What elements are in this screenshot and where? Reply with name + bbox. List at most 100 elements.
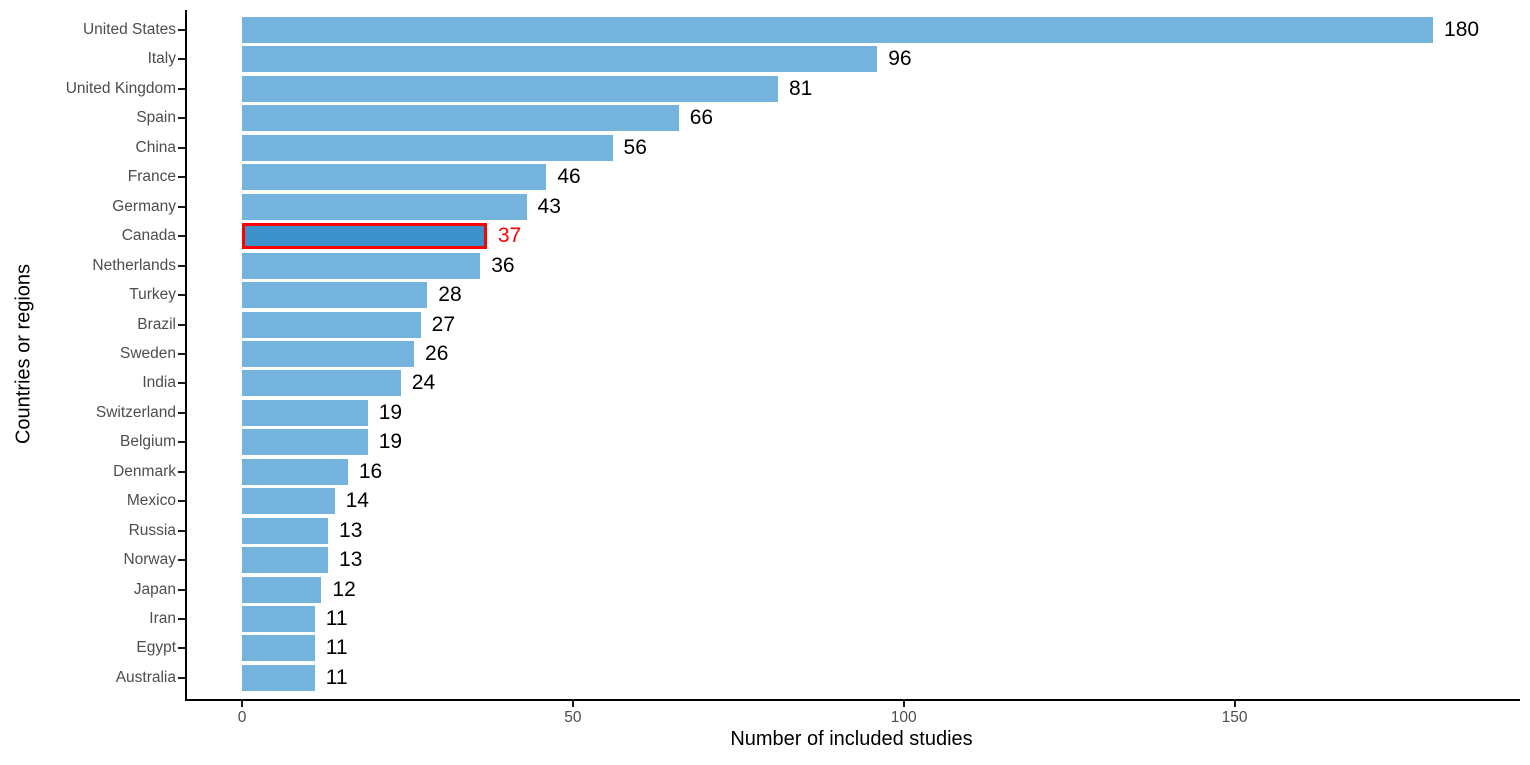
- category-label: Japan: [133, 580, 176, 598]
- y-axis-tick: [178, 647, 185, 650]
- y-axis-tick: [178, 176, 185, 179]
- value-label: 11: [325, 636, 348, 660]
- x-axis-tick: [571, 699, 574, 707]
- category-label: India: [142, 374, 176, 392]
- value-label-highlighted: 37: [497, 224, 522, 248]
- value-label: 11: [325, 607, 348, 630]
- x-axis-tick-label: 0: [237, 709, 247, 726]
- bar: [242, 164, 547, 191]
- bar-highlighted: [242, 223, 487, 250]
- bar: [242, 282, 428, 309]
- value-label: 28: [438, 283, 462, 307]
- category-label: Egypt: [136, 639, 176, 657]
- x-axis-tick-label: 50: [564, 709, 582, 726]
- bar: [242, 458, 348, 485]
- bar: [242, 46, 878, 73]
- bar: [242, 105, 679, 132]
- y-axis-tick: [178, 441, 185, 444]
- category-label: Mexico: [126, 492, 176, 510]
- y-axis-tick: [178, 146, 185, 149]
- y-axis-tick: [178, 618, 185, 620]
- plot-panel: United States 180 Italy 96 United Kingdom 81 S…: [66, 10, 1520, 726]
- y-axis-tick: [178, 29, 185, 31]
- category-label: Spain: [136, 109, 176, 127]
- bar: [242, 429, 368, 456]
- value-label: 96: [888, 47, 912, 71]
- bar: [242, 488, 335, 515]
- y-axis-tick: [178, 323, 185, 326]
- value-label: 19: [378, 400, 403, 424]
- y-axis-tick: [178, 500, 185, 503]
- y-axis-tick: [178, 588, 185, 591]
- y-axis-tick: [178, 352, 185, 355]
- bar: [242, 75, 778, 102]
- bar: [242, 17, 1434, 43]
- value-label: 16: [358, 459, 383, 483]
- x-axis-tick: [241, 699, 243, 707]
- y-axis-tick: [178, 58, 185, 61]
- bar: [242, 399, 368, 426]
- bar: [242, 311, 421, 338]
- category-label: Netherlands: [92, 256, 176, 274]
- bar: [242, 134, 613, 161]
- y-axis-tick: [178, 559, 185, 562]
- y-axis-tick: [178, 117, 185, 120]
- bar: [242, 664, 315, 691]
- bar: [242, 635, 315, 662]
- y-axis-tick: [178, 294, 185, 297]
- bar: [242, 370, 401, 397]
- category-label: Italy: [147, 50, 176, 68]
- bar: [242, 517, 329, 544]
- category-label: Iran: [149, 610, 176, 627]
- value-label: 43: [537, 194, 561, 218]
- bar: [242, 606, 315, 632]
- bar: [242, 193, 527, 220]
- y-axis-tick: [178, 235, 185, 238]
- category-label: Belgium: [120, 433, 176, 451]
- value-label: 19: [378, 430, 403, 454]
- category-label: United States: [82, 21, 176, 38]
- value-label: 56: [623, 135, 647, 159]
- y-axis-tick: [178, 411, 185, 414]
- bar: [242, 340, 415, 367]
- value-label: 180: [1444, 18, 1480, 41]
- value-label: 11: [325, 665, 348, 689]
- y-axis-tick: [178, 205, 185, 208]
- category-label: Norway: [123, 551, 176, 569]
- category-label: Canada: [121, 227, 176, 245]
- category-label: Turkey: [129, 286, 176, 304]
- y-axis-tick: [178, 676, 185, 679]
- bar: [242, 547, 329, 574]
- category-label: Germany: [112, 197, 176, 215]
- category-label: China: [135, 138, 177, 156]
- value-label: 13: [339, 518, 363, 542]
- category-label: Denmark: [113, 462, 176, 480]
- value-label: 81: [788, 76, 813, 100]
- y-axis-tick: [178, 264, 185, 267]
- x-axis-tick-label: 100: [890, 709, 917, 726]
- y-axis-tick: [178, 529, 185, 532]
- category-label: Sweden: [119, 344, 176, 362]
- category-label: Brazil: [137, 315, 176, 333]
- y-axis-tick: [178, 87, 185, 90]
- x-axis-tick: [902, 699, 905, 707]
- value-label: 12: [332, 577, 356, 601]
- category-label: Australia: [115, 668, 176, 686]
- x-axis-tick: [1233, 699, 1236, 707]
- x-axis-tick-label: 150: [1221, 709, 1248, 726]
- value-label: 46: [557, 165, 581, 189]
- category-label: United Kingdom: [65, 79, 176, 97]
- category-label: Russia: [128, 521, 176, 539]
- x-axis-title: Number of included studies: [730, 728, 973, 750]
- y-axis-tick: [178, 382, 185, 385]
- category-label: France: [127, 168, 176, 186]
- value-label: 26: [425, 341, 449, 365]
- value-label: 14: [345, 489, 369, 513]
- value-label: 24: [411, 371, 436, 395]
- category-label: Switzerland: [95, 403, 176, 421]
- value-label: 27: [431, 312, 456, 336]
- value-label: 13: [339, 548, 363, 572]
- y-axis-title: Countries or regions: [12, 263, 35, 445]
- y-axis-tick: [178, 470, 185, 473]
